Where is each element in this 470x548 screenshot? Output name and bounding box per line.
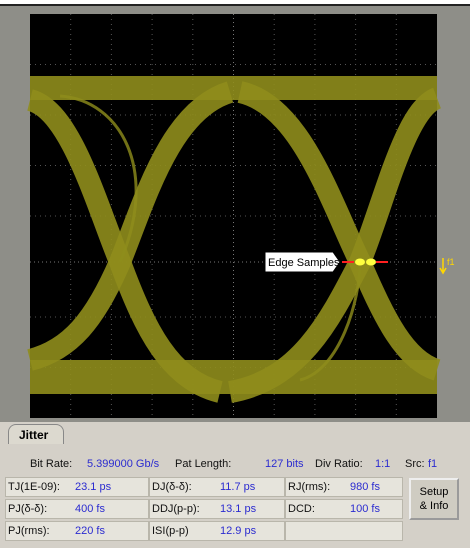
header-value: 5.399000 Gb/s [87, 458, 160, 470]
eye-diagram [26, 76, 443, 403]
header-value: 127 bits [265, 458, 304, 470]
field-label: DJ(δ-δ): [152, 481, 192, 493]
field-cell [285, 499, 403, 519]
header-label: Src: [405, 458, 425, 470]
annotation: Edge Samples [268, 257, 340, 269]
field-value: 980 fs [350, 481, 380, 493]
header-value: 1:1 [375, 458, 391, 470]
center-axes [30, 14, 437, 418]
field-value: 12.9 ps [220, 525, 257, 537]
field-value: 100 fs [350, 503, 380, 515]
jitter-tab[interactable]: Jitter [8, 424, 64, 444]
header-value: f1 [428, 458, 438, 470]
field-cell [149, 499, 285, 519]
field-value: 220 fs [75, 525, 105, 537]
marker-label: f1 [447, 257, 455, 267]
field-cell [5, 521, 149, 541]
field-cell [5, 499, 149, 519]
top-border [0, 4, 470, 6]
scope-display: Edge Samples f1 [26, 14, 455, 418]
header-label: Pat Length: [175, 458, 232, 470]
annotation-box [264, 251, 341, 273]
setup-info-button[interactable]: Setup & Info [409, 478, 459, 520]
field-label: PJ(rms): [8, 525, 50, 537]
field-label: DCD: [288, 503, 315, 515]
marker-arrow [439, 258, 447, 275]
header-label: Bit Rate: [30, 458, 73, 470]
field-label: PJ(δ-δ): [8, 503, 48, 515]
edge-sample-markers [342, 258, 388, 266]
field-value: 400 fs [75, 503, 105, 515]
field-cell [285, 521, 403, 541]
field-value: 11.7 ps [220, 481, 256, 493]
field-value: 13.1 ps [220, 503, 257, 515]
field-cell [149, 521, 285, 541]
field-cell [149, 477, 285, 497]
field-label: TJ(1E-09): [8, 481, 60, 493]
header-label: Div Ratio: [315, 458, 363, 470]
field-value: 23.1 ps [75, 481, 112, 493]
field-cell [5, 477, 149, 497]
field-cell [285, 477, 403, 497]
field-label: ISI(p-p) [152, 525, 189, 537]
field-label: DDJ(p-p): [152, 503, 200, 515]
field-label: RJ(rms): [288, 481, 331, 493]
